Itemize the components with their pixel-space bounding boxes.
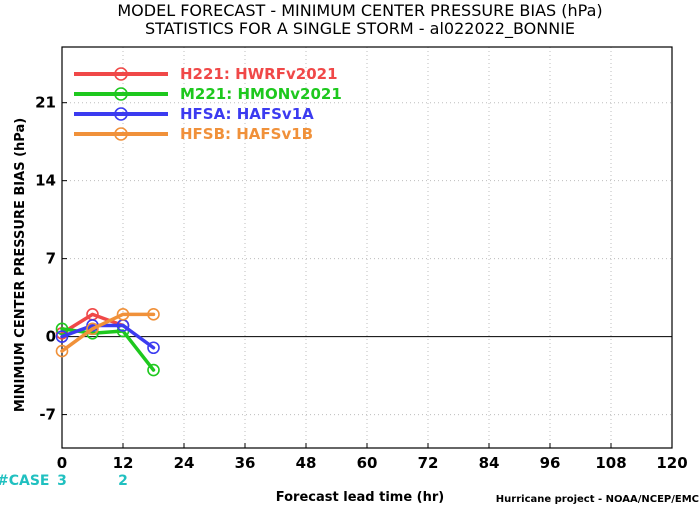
series-line-3 — [60, 323, 156, 350]
y-tick-label: 14 — [35, 172, 56, 190]
series-line-2 — [60, 327, 156, 372]
y-tick-label: 0 — [46, 328, 56, 346]
legend-swatch-marker — [114, 107, 128, 121]
series-line-1 — [60, 312, 125, 336]
case-count: 3 — [57, 473, 67, 489]
legend-label: HFSA: HAFSv1A — [180, 105, 314, 123]
legend: H221: HWRFv2021 M221: HMONv2021 HFSA: HAFS… — [74, 65, 342, 143]
data-point — [55, 322, 69, 336]
x-tick-label: 120 — [656, 454, 687, 472]
y-axis-label: MINIMUM CENTER PRESSURE BIAS (hPa) — [13, 118, 28, 412]
legend-label: H221: HWRFv2021 — [180, 65, 338, 83]
x-axis-label: Forecast lead time (hr) — [276, 490, 444, 505]
x-tick-label: 72 — [418, 454, 439, 472]
legend-swatch-marker — [114, 87, 128, 101]
x-tick-label: 0 — [57, 454, 67, 472]
x-tick-label: 96 — [540, 454, 561, 472]
chart-subtitle: STATISTICS FOR A SINGLE STORM - al022022… — [145, 19, 575, 39]
x-tick-label: 12 — [113, 454, 134, 472]
legend-swatch-marker — [114, 67, 128, 81]
data-point — [116, 308, 130, 321]
x-tick-label: 108 — [595, 454, 626, 472]
x-tick-labels: 0 12 24 36 48 60 72 84 96 108 120 — [57, 454, 688, 472]
plot-frame — [61, 46, 673, 449]
case-label: #CASE — [0, 473, 50, 489]
data-point — [147, 308, 160, 321]
data-point — [86, 322, 99, 336]
grid — [61, 47, 673, 448]
x-tick-label: 84 — [479, 454, 500, 472]
legend-swatch-marker — [114, 127, 128, 141]
legend-label: HFSB: HAFSv1B — [180, 125, 313, 143]
series-line-4 — [60, 312, 156, 353]
chart-title: MODEL FORECAST - MINIMUM CENTER PRESSURE… — [117, 1, 602, 20]
data-point — [147, 363, 160, 377]
legend-label: M221: HMONv2021 — [180, 85, 342, 103]
y-tick-label: 21 — [35, 94, 56, 112]
y-tick-label: 7 — [46, 250, 56, 268]
x-tick-label: 24 — [174, 454, 195, 472]
y-tick-label: -7 — [39, 406, 56, 424]
y-tick-labels: -7 0 7 14 21 — [35, 94, 56, 424]
data-point — [147, 341, 160, 355]
data-point — [55, 330, 69, 343]
series-group — [55, 308, 160, 377]
x-tick-label: 60 — [357, 454, 378, 472]
credit-text: Hurricane project - NOAA/NCEP/EMC — [496, 494, 699, 505]
x-tick-label: 48 — [296, 454, 317, 472]
data-point — [55, 344, 69, 358]
case-count: 2 — [118, 473, 128, 489]
x-tick-label: 36 — [235, 454, 256, 472]
